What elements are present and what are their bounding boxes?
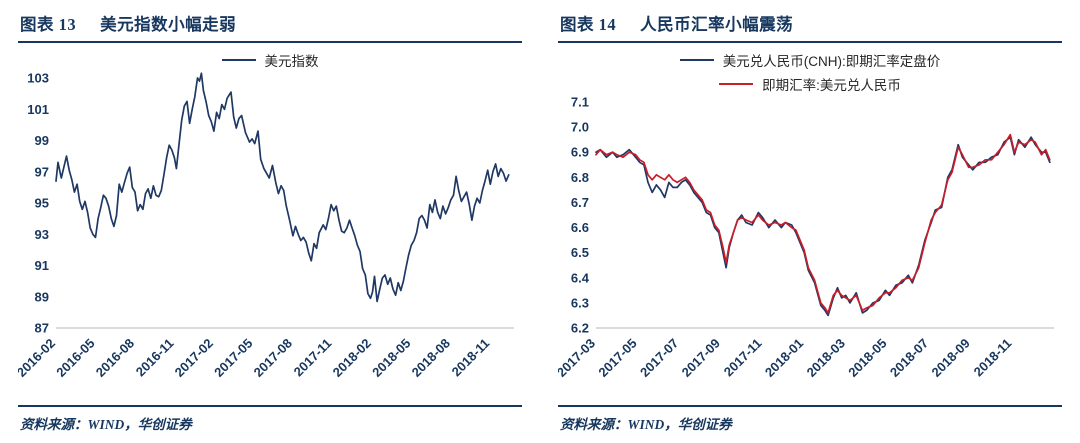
chart-13-source: 资料来源：WIND，华创证券 xyxy=(18,405,522,443)
legend-line-swatch xyxy=(221,59,256,61)
legend-item: 美元指数 xyxy=(221,50,319,70)
panel-cny: 图表 14 人民币汇率小幅震荡 美元兑人民币(CNH):即期汇率定盘价 即期汇率:… xyxy=(540,0,1080,443)
y-tick-label: 89 xyxy=(35,289,49,304)
x-tick-label: 2017-11 xyxy=(721,336,765,380)
x-tick-label: 2016-11 xyxy=(133,336,177,380)
chart-13-header: 图表 13 美元指数小幅走弱 xyxy=(18,8,522,43)
x-tick-label: 2017-05 xyxy=(211,336,255,380)
y-tick-label: 101 xyxy=(27,102,49,117)
chart-14-header: 图表 14 人民币汇率小幅震荡 xyxy=(558,8,1062,43)
chart-14-legend: 美元兑人民币(CNH):即期汇率定盘价 即期汇率:美元兑人民币 xyxy=(558,50,1062,94)
y-tick-label: 97 xyxy=(35,164,49,179)
panel-dxy: 图表 13 美元指数小幅走弱 美元指数 87 89 91 93 95 97 99 101 103… xyxy=(18,8,522,443)
x-tick-label: 2018-11 xyxy=(449,336,493,380)
series-line xyxy=(595,133,1051,314)
series-line xyxy=(595,136,1051,317)
series-line xyxy=(55,72,510,303)
x-tick-label: 2017-07 xyxy=(637,336,681,380)
legend-label: 即期汇率:美元兑人民币 xyxy=(762,78,901,93)
chart-13-title: 美元指数小幅走弱 xyxy=(100,15,237,34)
legend-line-swatch xyxy=(679,59,714,61)
y-tick-label: 91 xyxy=(35,258,49,273)
y-tick-label: 95 xyxy=(35,196,49,211)
y-tick-label: 6.4 xyxy=(571,270,590,285)
y-tick-label: 6.6 xyxy=(571,220,589,235)
x-tick-label: 2017-08 xyxy=(251,336,295,380)
y-tick-label: 99 xyxy=(35,133,49,148)
chart-13-legend: 美元指数 xyxy=(18,50,522,70)
legend-item: 美元兑人民币(CNH):即期汇率定盘价 xyxy=(679,50,941,70)
y-tick-label: 6.5 xyxy=(571,245,589,260)
x-tick-label: 2018-05 xyxy=(369,336,413,380)
x-tick-label: 2016-02 xyxy=(18,336,58,380)
x-tick-label: 2018-02 xyxy=(330,336,374,380)
y-tick-label: 6.9 xyxy=(571,145,589,160)
x-tick-label: 2017-05 xyxy=(595,336,639,380)
x-tick-label: 2017-03 xyxy=(558,336,598,380)
y-tick-label: 7.0 xyxy=(571,120,589,135)
x-tick-label: 2016-05 xyxy=(53,336,97,380)
legend-line-swatch xyxy=(719,83,754,85)
x-tick-label: 2018-05 xyxy=(845,336,889,380)
x-tick-label: 2018-09 xyxy=(928,336,972,380)
y-tick-label: 103 xyxy=(27,72,49,86)
x-tick-label: 2017-11 xyxy=(291,336,335,380)
x-tick-label: 2018-07 xyxy=(887,336,931,380)
y-tick-label: 6.3 xyxy=(571,295,589,310)
x-tick-label: 2018-01 xyxy=(762,336,806,380)
y-tick-label: 6.7 xyxy=(571,195,589,210)
y-tick-label: 87 xyxy=(35,321,49,336)
x-tick-label: 2017-02 xyxy=(172,336,216,380)
legend-label: 美元指数 xyxy=(264,54,319,69)
x-tick-label: 2016-08 xyxy=(93,336,137,380)
chart-14-label: 图表 14 xyxy=(560,15,617,34)
chart-14-title: 人民币汇率小幅震荡 xyxy=(640,15,794,34)
chart-14-plot: 6.26.36.46.56.66.76.86.97.07.12017-03201… xyxy=(558,96,1054,380)
chart-13-label: 图表 13 xyxy=(20,15,77,34)
x-tick-label: 2017-09 xyxy=(679,336,723,380)
x-tick-label: 2018-11 xyxy=(971,336,1015,380)
x-tick-label: 2018-03 xyxy=(804,336,848,380)
legend-item: 即期汇率:美元兑人民币 xyxy=(719,74,901,94)
y-tick-label: 6.2 xyxy=(571,321,589,336)
legend-label: 美元兑人民币(CNH):即期汇率定盘价 xyxy=(722,54,941,69)
y-tick-label: 6.8 xyxy=(571,170,589,185)
chart-14-source: 资料来源：WIND，华创证券 xyxy=(558,405,1062,443)
y-tick-label: 93 xyxy=(35,227,49,242)
chart-13-plot: 87 89 91 93 95 97 99 101 103 2016-022016-052016-0… xyxy=(18,72,514,380)
y-tick-label: 7.1 xyxy=(571,96,589,110)
x-tick-label: 2018-08 xyxy=(409,336,453,380)
